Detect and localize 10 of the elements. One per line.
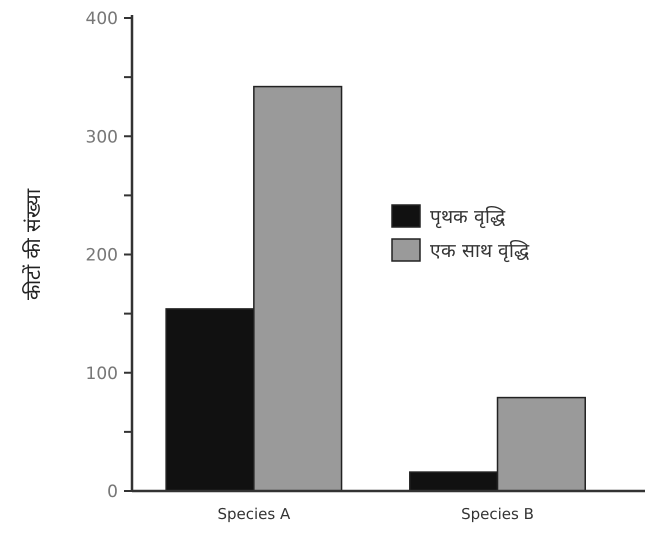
y-axis-title: कीटों की संख्या <box>21 188 45 300</box>
y-tick-label: 0 <box>107 482 118 502</box>
y-tick-label: 200 <box>86 246 118 266</box>
y-tick-label: 400 <box>86 9 118 29</box>
x-tick-label: Species B <box>461 505 534 523</box>
legend-label: पृथक वृद्धि <box>430 205 506 229</box>
legend-label: एक साथ वृद्धि <box>430 239 530 263</box>
x-tick-label: Species A <box>217 505 291 523</box>
y-tick-label: 300 <box>86 127 118 148</box>
y-tick-label: 100 <box>86 364 118 384</box>
